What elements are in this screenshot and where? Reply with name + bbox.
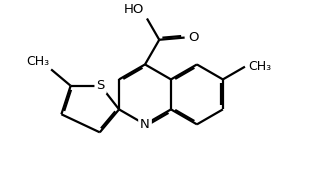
- Text: HO: HO: [124, 3, 145, 16]
- Text: S: S: [96, 79, 105, 92]
- Text: O: O: [188, 31, 199, 44]
- Text: CH₃: CH₃: [248, 60, 271, 73]
- Text: CH₃: CH₃: [27, 55, 50, 68]
- Text: N: N: [140, 118, 150, 131]
